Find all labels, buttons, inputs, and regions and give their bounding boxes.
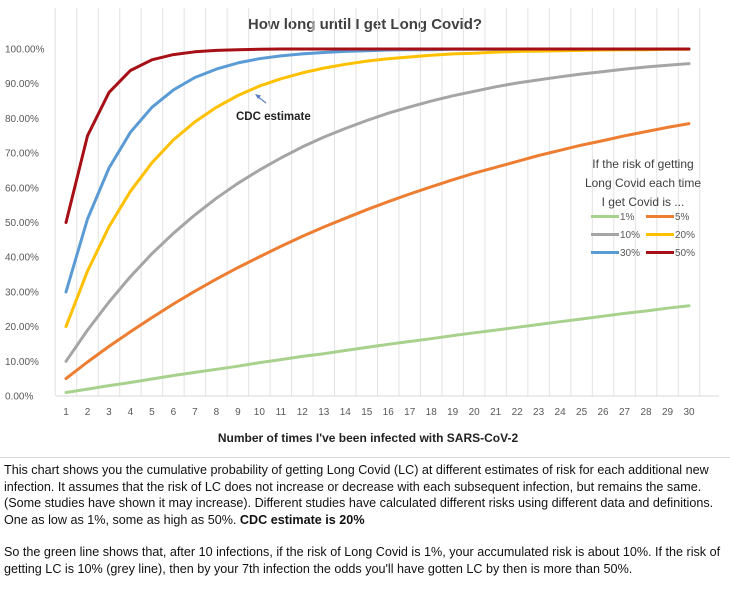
legend: If the risk of getting Long Covid each t… <box>585 157 701 259</box>
series-lines <box>64 47 691 394</box>
legend-item-5pct: 5% <box>646 212 690 223</box>
x-tick-label: 22 <box>512 407 524 418</box>
description-paragraph-2: So the green line shows that, after 10 i… <box>4 545 721 576</box>
legend-title-line-2: Long Covid each time <box>585 176 701 190</box>
annotation-arrowhead-icon <box>255 94 261 99</box>
legend-label: 20% <box>675 230 695 241</box>
x-tick-label: 23 <box>533 407 545 418</box>
chart-area: How long until I get Long Covid? 0.00% 10… <box>0 8 730 458</box>
legend-item-50pct: 50% <box>646 248 695 259</box>
gridlines <box>54 8 719 397</box>
x-tick-label: 5 <box>149 407 155 418</box>
legend-label: 50% <box>675 248 695 259</box>
x-tick-label: 10 <box>254 407 266 418</box>
y-tick-label: 60.00% <box>5 183 39 194</box>
x-tick-label: 14 <box>340 407 352 418</box>
legend-label: 1% <box>620 212 635 223</box>
x-tick-label: 15 <box>361 407 373 418</box>
chart-title: How long until I get Long Covid? <box>248 16 482 33</box>
line-chart: How long until I get Long Covid? 0.00%10… <box>5 8 719 445</box>
chart-description: This chart shows you the cumulative prob… <box>4 462 726 577</box>
legend-item-30pct: 30% <box>591 248 640 259</box>
description-paragraph-1: This chart shows you the cumulative prob… <box>4 462 726 528</box>
x-tick-label: 8 <box>214 407 220 418</box>
legend-item-10pct: 10% <box>591 230 640 241</box>
y-tick-label: 80.00% <box>5 114 39 125</box>
x-tick-label: 7 <box>192 407 198 418</box>
x-axis-title: Number of times I've been infected with … <box>218 431 519 445</box>
y-tick-label: 20.00% <box>5 322 39 333</box>
x-tick-label: 21 <box>490 407 502 418</box>
x-tick-label: 20 <box>469 407 481 418</box>
x-tick-label: 29 <box>662 407 674 418</box>
x-tick-label: 3 <box>106 407 112 418</box>
legend-item-1pct: 1% <box>591 212 635 223</box>
legend-label: 5% <box>675 212 690 223</box>
legend-item-20pct: 20% <box>646 230 695 241</box>
x-tick-label: 18 <box>426 407 438 418</box>
x-tick-label: 9 <box>235 407 241 418</box>
x-tick-label: 11 <box>276 407 287 418</box>
y-tick-label: 70.00% <box>5 149 39 160</box>
series-line-5pct <box>64 122 691 381</box>
x-tick-label: 24 <box>555 407 567 418</box>
description-text-1: This chart shows you the cumulative prob… <box>4 463 714 527</box>
y-tick-label: 90.00% <box>5 79 39 90</box>
x-axis-ticks: 1 2 3 4 5 6 7 8 9 10 11 12 13 14 15 16 17 18 19 20 21 22 23 24 2… <box>63 407 695 418</box>
x-tick-label: 2 <box>85 407 91 418</box>
y-tick-label: 10.00% <box>5 357 39 368</box>
legend-label: 30% <box>620 248 640 259</box>
legend-label: 10% <box>620 230 640 241</box>
cdc-annotation: CDC estimate <box>236 94 311 123</box>
x-tick-label: 16 <box>383 407 395 418</box>
legend-title-line-1: If the risk of getting <box>592 157 693 171</box>
x-tick-label: 19 <box>447 407 459 418</box>
y-tick-label: 100.00% <box>5 45 45 56</box>
y-axis-ticks: 0.00% 10.00% 20.00% 30.00% 40.00% 50.00% 60.00… <box>5 45 45 403</box>
x-tick-label: 13 <box>318 407 330 418</box>
legend-title-line-3: I get Covid is ... <box>602 195 685 209</box>
cdc-estimate-label: CDC estimate <box>236 111 311 123</box>
series-line-1pct <box>64 304 691 394</box>
y-tick-label: 40.00% <box>5 253 39 264</box>
x-tick-label: 17 <box>404 407 416 418</box>
x-tick-label: 1 <box>63 407 69 418</box>
y-tick-label: 0.00% <box>5 392 33 403</box>
series-line-10pct <box>64 62 691 363</box>
x-tick-label: 30 <box>683 407 695 418</box>
x-tick-label: 4 <box>128 407 134 418</box>
cdc-estimate-highlight: CDC estimate is 20% <box>239 512 365 527</box>
x-tick-label: 26 <box>598 407 610 418</box>
x-tick-label: 27 <box>619 407 631 418</box>
x-tick-label: 28 <box>640 407 652 418</box>
x-tick-label: 25 <box>576 407 588 418</box>
y-tick-label: 50.00% <box>5 218 39 229</box>
series-line-50pct <box>64 47 691 224</box>
legend-items: 1% 5% 10% 20% 30% 50% <box>591 212 695 259</box>
x-tick-label: 6 <box>171 407 177 418</box>
x-tick-label: 12 <box>297 407 309 418</box>
y-tick-label: 30.00% <box>5 287 39 298</box>
